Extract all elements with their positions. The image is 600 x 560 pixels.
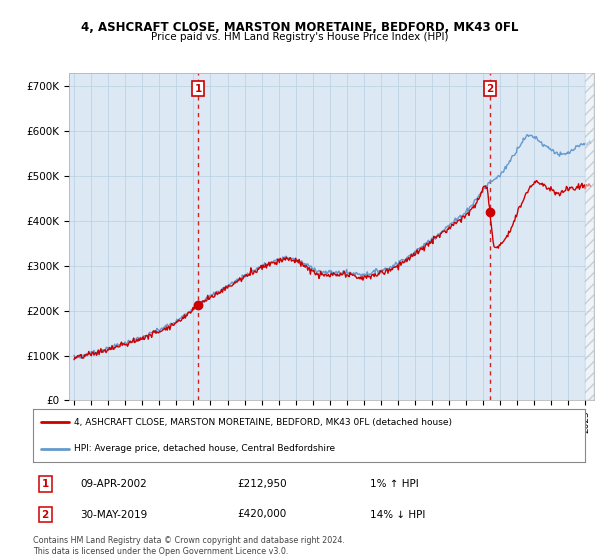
- Text: 1: 1: [194, 83, 202, 94]
- Text: 14% ↓ HPI: 14% ↓ HPI: [370, 510, 425, 520]
- Text: Contains HM Land Registry data © Crown copyright and database right 2024.
This d: Contains HM Land Registry data © Crown c…: [33, 536, 345, 556]
- Text: 1% ↑ HPI: 1% ↑ HPI: [370, 479, 418, 489]
- Text: 2: 2: [41, 510, 49, 520]
- Text: 2: 2: [487, 83, 494, 94]
- Text: 09-APR-2002: 09-APR-2002: [80, 479, 146, 489]
- Text: 4, ASHCRAFT CLOSE, MARSTON MORETAINE, BEDFORD, MK43 0FL (detached house): 4, ASHCRAFT CLOSE, MARSTON MORETAINE, BE…: [74, 418, 452, 427]
- Text: 4, ASHCRAFT CLOSE, MARSTON MORETAINE, BEDFORD, MK43 0FL: 4, ASHCRAFT CLOSE, MARSTON MORETAINE, BE…: [82, 21, 518, 34]
- Text: £212,950: £212,950: [237, 479, 287, 489]
- Text: £420,000: £420,000: [237, 510, 286, 520]
- Text: Price paid vs. HM Land Registry's House Price Index (HPI): Price paid vs. HM Land Registry's House …: [151, 32, 449, 43]
- Text: 1: 1: [41, 479, 49, 489]
- Text: 30-MAY-2019: 30-MAY-2019: [80, 510, 147, 520]
- Text: HPI: Average price, detached house, Central Bedfordshire: HPI: Average price, detached house, Cent…: [74, 444, 335, 453]
